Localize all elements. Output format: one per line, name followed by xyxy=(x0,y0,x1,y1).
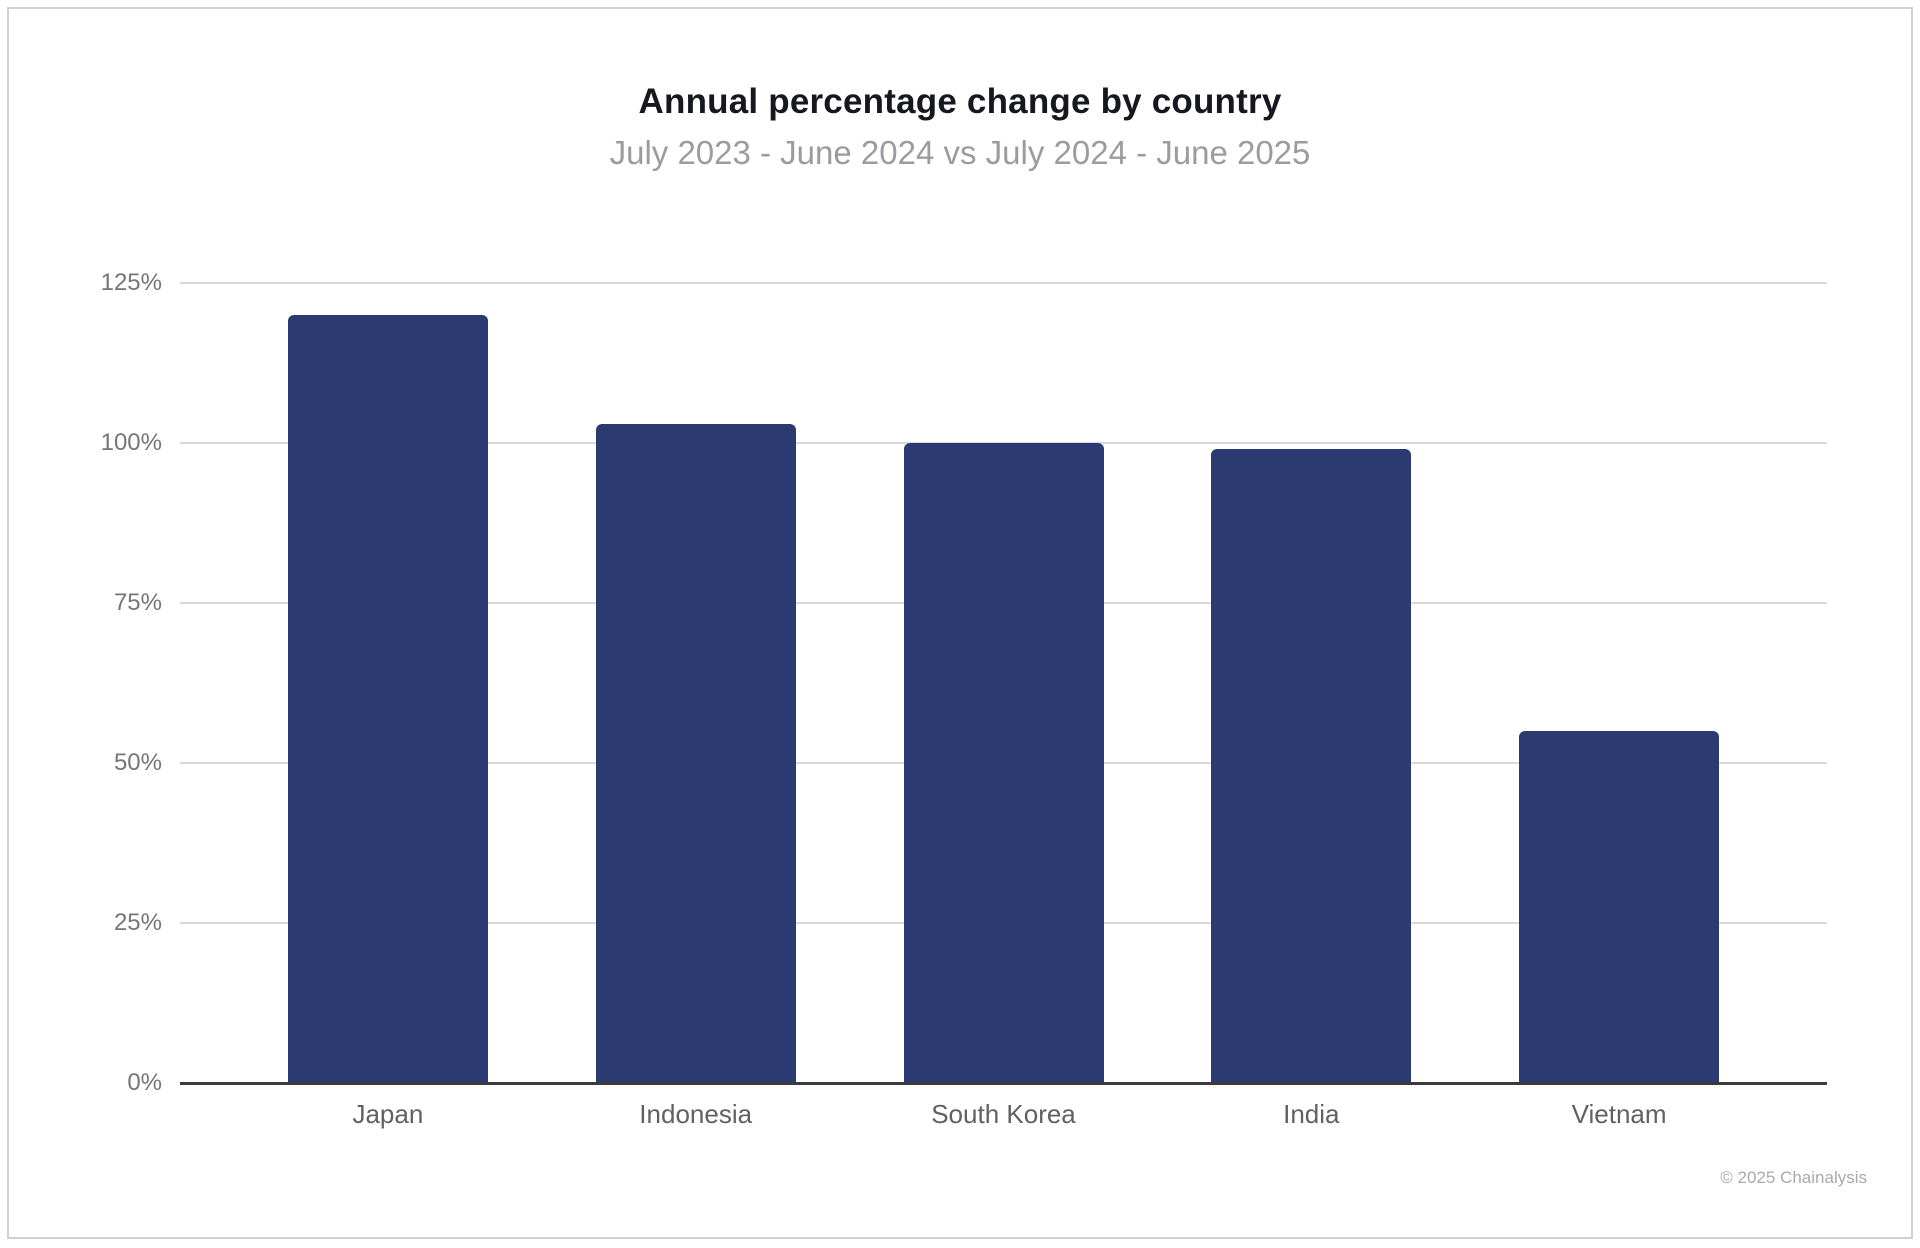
x-axis-category-label: India xyxy=(1283,1099,1340,1129)
x-axis-category-label: Indonesia xyxy=(639,1099,753,1129)
copyright-notice: © 2025 Chainalysis xyxy=(1720,1168,1867,1187)
x-axis-category-label: Japan xyxy=(352,1099,424,1129)
y-axis-tick-label: 0% xyxy=(127,1069,162,1096)
plot-area: 0% 25% 50% 75% 100% 125% Japan Indonesia South K… xyxy=(101,271,1827,1129)
x-axis-category-label: Vietnam xyxy=(1571,1099,1667,1129)
y-axis-tick-label: 25% xyxy=(113,909,162,936)
bar-south-korea xyxy=(903,443,1104,1083)
y-axis-tick-label: 75% xyxy=(113,589,162,616)
y-axis-tick-label: 100% xyxy=(100,429,162,456)
chart-subtitle: July 2023 - June 2024 vs July 2024 - Jun… xyxy=(609,134,1311,171)
y-axis-tick-label: 50% xyxy=(113,749,162,776)
chart-title: Annual percentage change by country xyxy=(638,82,1282,121)
x-axis-category-label: South Korea xyxy=(931,1099,1076,1129)
y-axis-tick-label: 125% xyxy=(100,269,162,296)
x-axis-line xyxy=(180,1082,1827,1085)
bar-vietnam xyxy=(1519,731,1720,1083)
bar-japan xyxy=(287,315,488,1083)
bar-indonesia xyxy=(595,423,796,1083)
gridline-125 xyxy=(180,282,1827,284)
bar-india xyxy=(1211,449,1412,1083)
